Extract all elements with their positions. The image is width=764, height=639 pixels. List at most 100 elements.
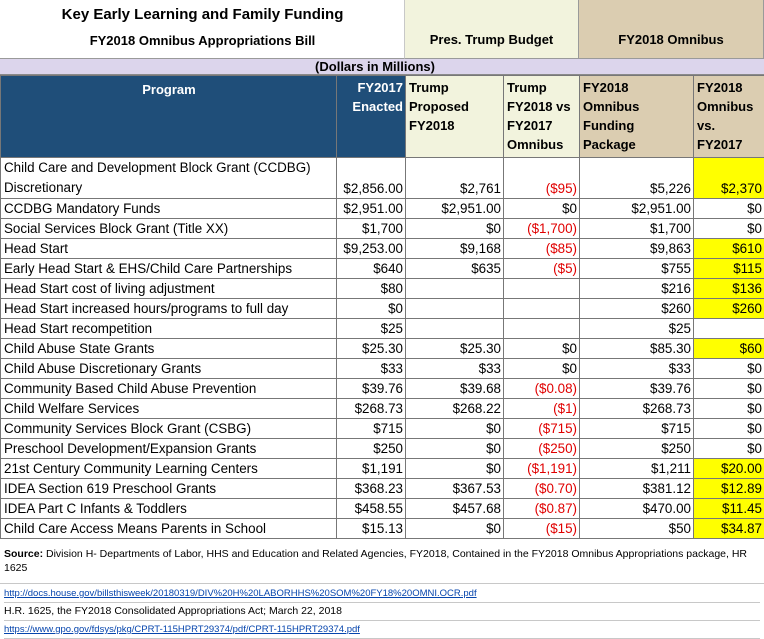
- table-row: Head Start $9,253.00 $9,168 ($85) $9,863 $610: [0, 238, 764, 259]
- table-row: Social Services Block Grant (Title XX) $1…: [0, 218, 764, 239]
- fy2017-cell: $15.13: [336, 518, 406, 539]
- program-name: IDEA Section 619 Preschool Grants: [4, 480, 217, 496]
- col-header-omnibus-package-line2: Omnibus: [583, 99, 640, 114]
- trump-proposed-cell: $2,951.00: [405, 198, 504, 219]
- trump-vs-cell: ($1,191): [503, 458, 580, 479]
- trump-proposed-cell: $0: [405, 418, 504, 439]
- omnibus-package-cell: $1,700: [579, 218, 694, 239]
- program-cell: Head Start cost of living adjustment: [0, 278, 337, 299]
- omnibus-package-cell: $268.73: [579, 398, 694, 419]
- omnibus-package-cell: $85.30: [579, 338, 694, 359]
- col-header-trump-vs-line3: FY2017: [507, 118, 553, 133]
- omnibus-package-cell: $39.76: [579, 378, 694, 399]
- fy2017-cell: $458.55: [336, 498, 406, 519]
- omnibus-package-cell: $2,951.00: [579, 198, 694, 219]
- page-title: Key Early Learning and Family Funding: [61, 6, 344, 23]
- program-cell: Community Services Block Grant (CSBG): [0, 418, 337, 439]
- units-banner: (Dollars in Millions): [0, 59, 764, 75]
- table-row: IDEA Part C Infants & Toddlers $458.55 $45…: [0, 498, 764, 519]
- program-name: Discretionary: [4, 180, 83, 195]
- fy2017-cell: $39.76: [336, 378, 406, 399]
- trump-vs-cell: ($0.70): [503, 478, 580, 499]
- fy2017-cell: $25.30: [336, 338, 406, 359]
- table-row: Child Care Access Means Parents in Schoo…: [0, 518, 764, 539]
- trump-proposed-cell: [405, 278, 504, 299]
- trump-proposed-cell: $367.53: [405, 478, 504, 499]
- col-header-trump-proposed: Trump Proposed FY2018: [405, 75, 504, 158]
- table-row: Child Abuse Discretionary Grants $33 $33 $0…: [0, 358, 764, 379]
- omnibus-vs-cell: $2,370: [693, 157, 764, 199]
- program-name: Child Abuse Discretionary Grants: [4, 360, 202, 376]
- trump-vs-cell: ($1): [503, 398, 580, 419]
- trump-vs-cell: ($0.08): [503, 378, 580, 399]
- trump-vs-cell: $0: [503, 358, 580, 379]
- program-name: 21st Century Community Learning Centers: [4, 460, 258, 476]
- omnibus-vs-cell: $260: [693, 298, 764, 319]
- omnibus-vs-cell: $0: [693, 418, 764, 439]
- trump-proposed-cell: $9,168: [405, 238, 504, 259]
- col-header-omnibus-vs-line2: Omnibus: [697, 99, 754, 114]
- source-link-2[interactable]: https://www.gpo.gov/fdsys/pkg/CPRT-115HP…: [4, 624, 360, 635]
- program-name: Head Start increased hours/programs to f…: [4, 300, 289, 316]
- col-header-trump-proposed-line2: Proposed: [409, 99, 469, 114]
- trump-vs-cell: ($715): [503, 418, 580, 439]
- col-header-fy2017-line1: FY2017: [357, 80, 403, 95]
- program-cell: Child Care and Development Block Grant (…: [0, 157, 337, 199]
- program-cell: Child Abuse State Grants: [0, 338, 337, 359]
- omnibus-vs-cell: $34.87: [693, 518, 764, 539]
- col-header-trump-proposed-line3: FY2018: [409, 118, 455, 133]
- units-label: (Dollars in Millions): [315, 59, 435, 74]
- footer-link-row-2: https://www.gpo.gov/fdsys/pkg/CPRT-115HP…: [4, 620, 760, 639]
- omnibus-label: FY2018 Omnibus: [618, 32, 724, 47]
- omnibus-vs-cell: $0: [693, 198, 764, 219]
- omnibus-vs-cell: $0: [693, 218, 764, 239]
- omnibus-header: FY2018 Omnibus: [579, 0, 764, 59]
- omnibus-vs-cell: $0: [693, 398, 764, 419]
- fy2017-cell: $2,856.00: [336, 157, 406, 199]
- trump-proposed-cell: $39.68: [405, 378, 504, 399]
- omnibus-package-cell: $250: [579, 438, 694, 459]
- source-note: Source: Division H- Departments of Labor…: [0, 544, 764, 584]
- program-cell: Head Start increased hours/programs to f…: [0, 298, 337, 319]
- source-label: Source:: [4, 548, 44, 560]
- program-name: Community Services Block Grant (CSBG): [4, 420, 252, 436]
- col-header-trump-vs: Trump FY2018 vs FY2017 Omnibus: [503, 75, 580, 158]
- col-header-program: Program: [0, 75, 337, 158]
- program-name: Head Start cost of living adjustment: [4, 280, 215, 296]
- program-cell: Child Abuse Discretionary Grants: [0, 358, 337, 379]
- col-header-omnibus-package: FY2018 Omnibus Funding Package: [579, 75, 694, 158]
- omnibus-vs-cell: [693, 318, 764, 339]
- program-name: Child Care and Development Block Grant (…: [4, 160, 311, 175]
- trump-vs-cell: ($15): [503, 518, 580, 539]
- trump-vs-cell: ($0.87): [503, 498, 580, 519]
- program-cell: Child Welfare Services: [0, 398, 337, 419]
- omnibus-package-cell: $260: [579, 298, 694, 319]
- fy2017-cell: $25: [336, 318, 406, 339]
- trump-vs-cell: ($5): [503, 258, 580, 279]
- program-cell: Preschool Development/Expansion Grants: [0, 438, 337, 459]
- omnibus-vs-cell: $60: [693, 338, 764, 359]
- trump-vs-cell: ($1,700): [503, 218, 580, 239]
- program-name: Social Services Block Grant (Title XX): [4, 220, 229, 236]
- trump-proposed-cell: $635: [405, 258, 504, 279]
- trump-vs-cell: [503, 298, 580, 319]
- omnibus-package-cell: $5,226: [579, 157, 694, 199]
- program-cell: Child Care Access Means Parents in Schoo…: [0, 518, 337, 539]
- program-name: Child Care Access Means Parents in Schoo…: [4, 520, 266, 536]
- trump-proposed-cell: $25.30: [405, 338, 504, 359]
- omnibus-vs-cell: $20.00: [693, 458, 764, 479]
- source-link-1[interactable]: http://docs.house.gov/billsthisweek/2018…: [4, 588, 477, 599]
- program-name: Early Head Start & EHS/Child Care Partne…: [4, 260, 293, 276]
- fy2017-cell: $715: [336, 418, 406, 439]
- table-row: Community Services Block Grant (CSBG) $71…: [0, 418, 764, 439]
- fy2017-cell: $2,951.00: [336, 198, 406, 219]
- program-name: CCDBG Mandatory Funds: [4, 200, 161, 216]
- trump-proposed-cell: $33: [405, 358, 504, 379]
- omnibus-package-cell: $216: [579, 278, 694, 299]
- source-text: Division H- Departments of Labor, HHS an…: [4, 548, 747, 574]
- program-name: Child Abuse State Grants: [4, 340, 155, 356]
- omnibus-vs-cell: $11.45: [693, 498, 764, 519]
- omnibus-vs-cell: $0: [693, 378, 764, 399]
- omnibus-vs-cell: $610: [693, 238, 764, 259]
- fy2017-cell: $80: [336, 278, 406, 299]
